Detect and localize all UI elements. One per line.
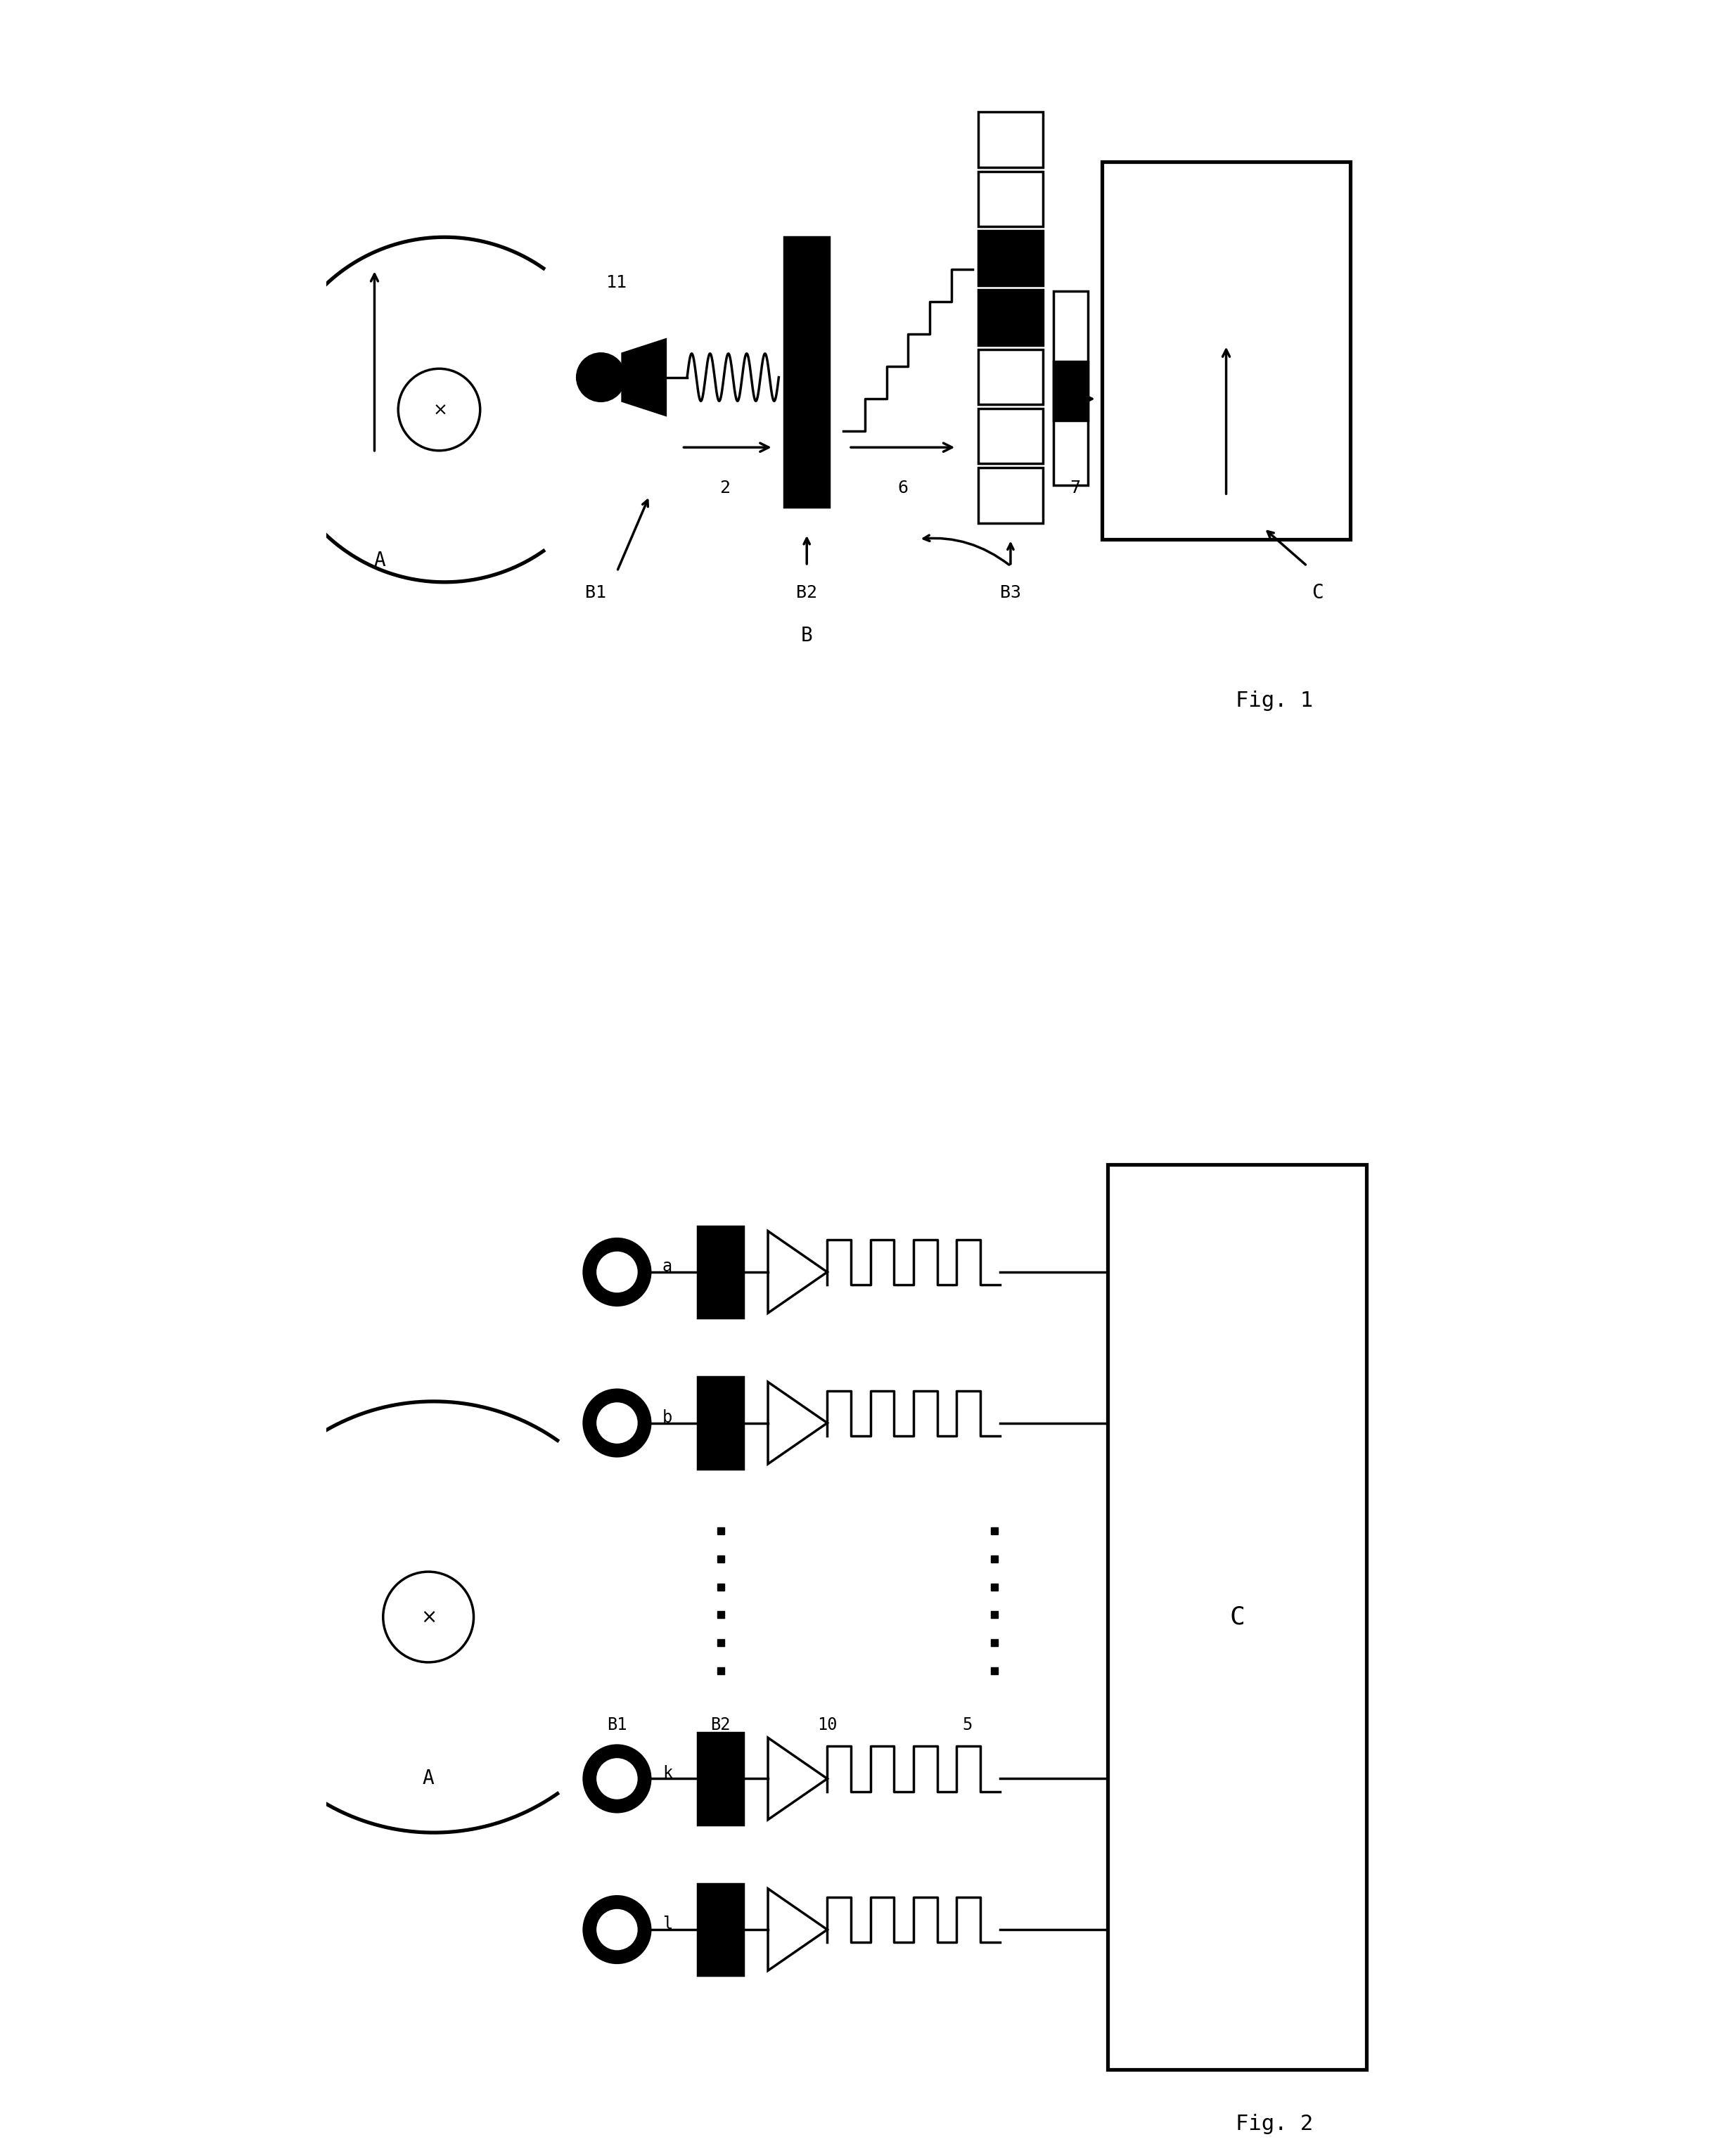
Circle shape: [583, 1744, 652, 1813]
Polygon shape: [768, 1231, 827, 1313]
Text: C: C: [1311, 582, 1323, 604]
Text: 2: 2: [720, 481, 730, 496]
Bar: [977, 112, 1043, 168]
Text: Fig. 1: Fig. 1: [1235, 690, 1313, 711]
Text: 10: 10: [817, 1716, 837, 1733]
Bar: [1107, 1164, 1367, 2070]
Bar: [977, 410, 1043, 464]
Bar: [697, 1733, 744, 1824]
Polygon shape: [768, 1889, 827, 1971]
Text: B3: B3: [1000, 584, 1021, 602]
Bar: [1102, 162, 1349, 539]
Text: B1: B1: [607, 1716, 626, 1733]
Bar: [977, 349, 1043, 405]
Circle shape: [583, 1238, 652, 1307]
Text: a: a: [663, 1259, 673, 1274]
Text: Fig. 2: Fig. 2: [1235, 2113, 1313, 2134]
Circle shape: [583, 1388, 652, 1457]
Bar: [977, 172, 1043, 226]
Circle shape: [595, 1757, 638, 1800]
Circle shape: [578, 354, 625, 401]
Text: $\times$: $\times$: [420, 1606, 436, 1628]
Text: b: b: [663, 1410, 673, 1425]
Circle shape: [583, 1895, 652, 1964]
Text: k: k: [663, 1766, 673, 1781]
Text: B: B: [801, 625, 813, 647]
Bar: [697, 1378, 744, 1468]
Text: l: l: [663, 1917, 673, 1932]
Circle shape: [595, 1908, 638, 1951]
Polygon shape: [768, 1382, 827, 1464]
Circle shape: [595, 1250, 638, 1294]
Text: 5: 5: [962, 1716, 972, 1733]
Text: C: C: [1230, 1604, 1244, 1630]
Text: 11: 11: [607, 274, 628, 291]
Text: B2: B2: [711, 1716, 730, 1733]
Text: B2: B2: [796, 584, 817, 602]
Text: 6: 6: [898, 481, 908, 496]
Bar: [977, 468, 1043, 524]
Bar: [1054, 360, 1088, 420]
Polygon shape: [768, 1738, 827, 1820]
Bar: [977, 289, 1043, 345]
Bar: [784, 237, 829, 507]
Bar: [697, 1227, 744, 1317]
Text: A: A: [422, 1768, 434, 1789]
Text: 7: 7: [1069, 481, 1081, 496]
Bar: [1054, 291, 1088, 485]
Text: $\times$: $\times$: [432, 401, 446, 418]
Text: B1: B1: [585, 584, 605, 602]
Circle shape: [595, 1401, 638, 1445]
Bar: [697, 1884, 744, 1975]
Polygon shape: [623, 341, 666, 414]
Bar: [977, 231, 1043, 287]
Text: A: A: [374, 550, 386, 571]
